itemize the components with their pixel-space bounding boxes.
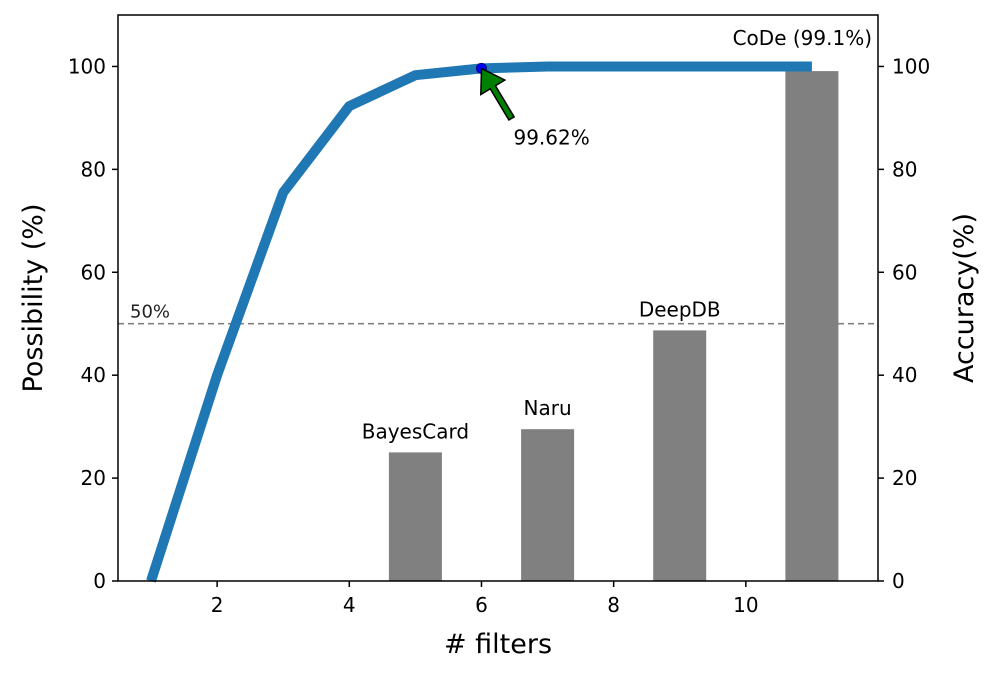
bar-label: DeepDB [639, 297, 721, 321]
y2-tick-label: 0 [892, 569, 905, 593]
x-tick-label: 2 [211, 593, 224, 617]
y-axis-title: Possibility (%) [18, 204, 49, 393]
x-tick-label: 4 [343, 593, 356, 617]
y2-tick-label: 20 [892, 466, 917, 490]
y2-tick-label: 40 [892, 363, 917, 387]
line-layer [146, 61, 812, 583]
y-tick-label: 0 [93, 569, 106, 593]
x-tick-label: 8 [607, 593, 620, 617]
y-tick-label: 60 [81, 260, 106, 284]
bar-naru [521, 429, 575, 581]
x-tick-label: 10 [733, 593, 758, 617]
bar-deepdb [653, 330, 707, 581]
bar-code [785, 71, 839, 581]
bar-bayescard [388, 452, 442, 581]
y2-tick-label: 80 [892, 157, 917, 181]
x-axis-title: # filters [444, 629, 552, 660]
bar-label: Naru [524, 396, 572, 420]
y-tick-label: 80 [81, 157, 106, 181]
threshold-label: 50% [130, 302, 170, 323]
annotation-label: 99.62% [513, 125, 589, 149]
y2-axis-title: Accuracy(%) [949, 213, 980, 383]
labels-layer: BayesCard Naru DeepDB CoDe (99.1%) 99.62% [362, 26, 872, 443]
y2-tick-label: 100 [892, 54, 930, 78]
y-tick-label: 40 [81, 363, 106, 387]
x-tick-label: 6 [475, 593, 488, 617]
plot-frame [117, 14, 879, 582]
bars-layer [388, 71, 839, 581]
y-tick-label: 20 [81, 466, 106, 490]
y-tick-label: 100 [68, 54, 106, 78]
annotation-arrow [480, 67, 516, 122]
bar-label: BayesCard [362, 419, 469, 443]
threshold-layer: 50% [118, 302, 878, 325]
y2-tick-label: 60 [892, 260, 917, 284]
bar-label: CoDe (99.1%) [733, 26, 872, 50]
